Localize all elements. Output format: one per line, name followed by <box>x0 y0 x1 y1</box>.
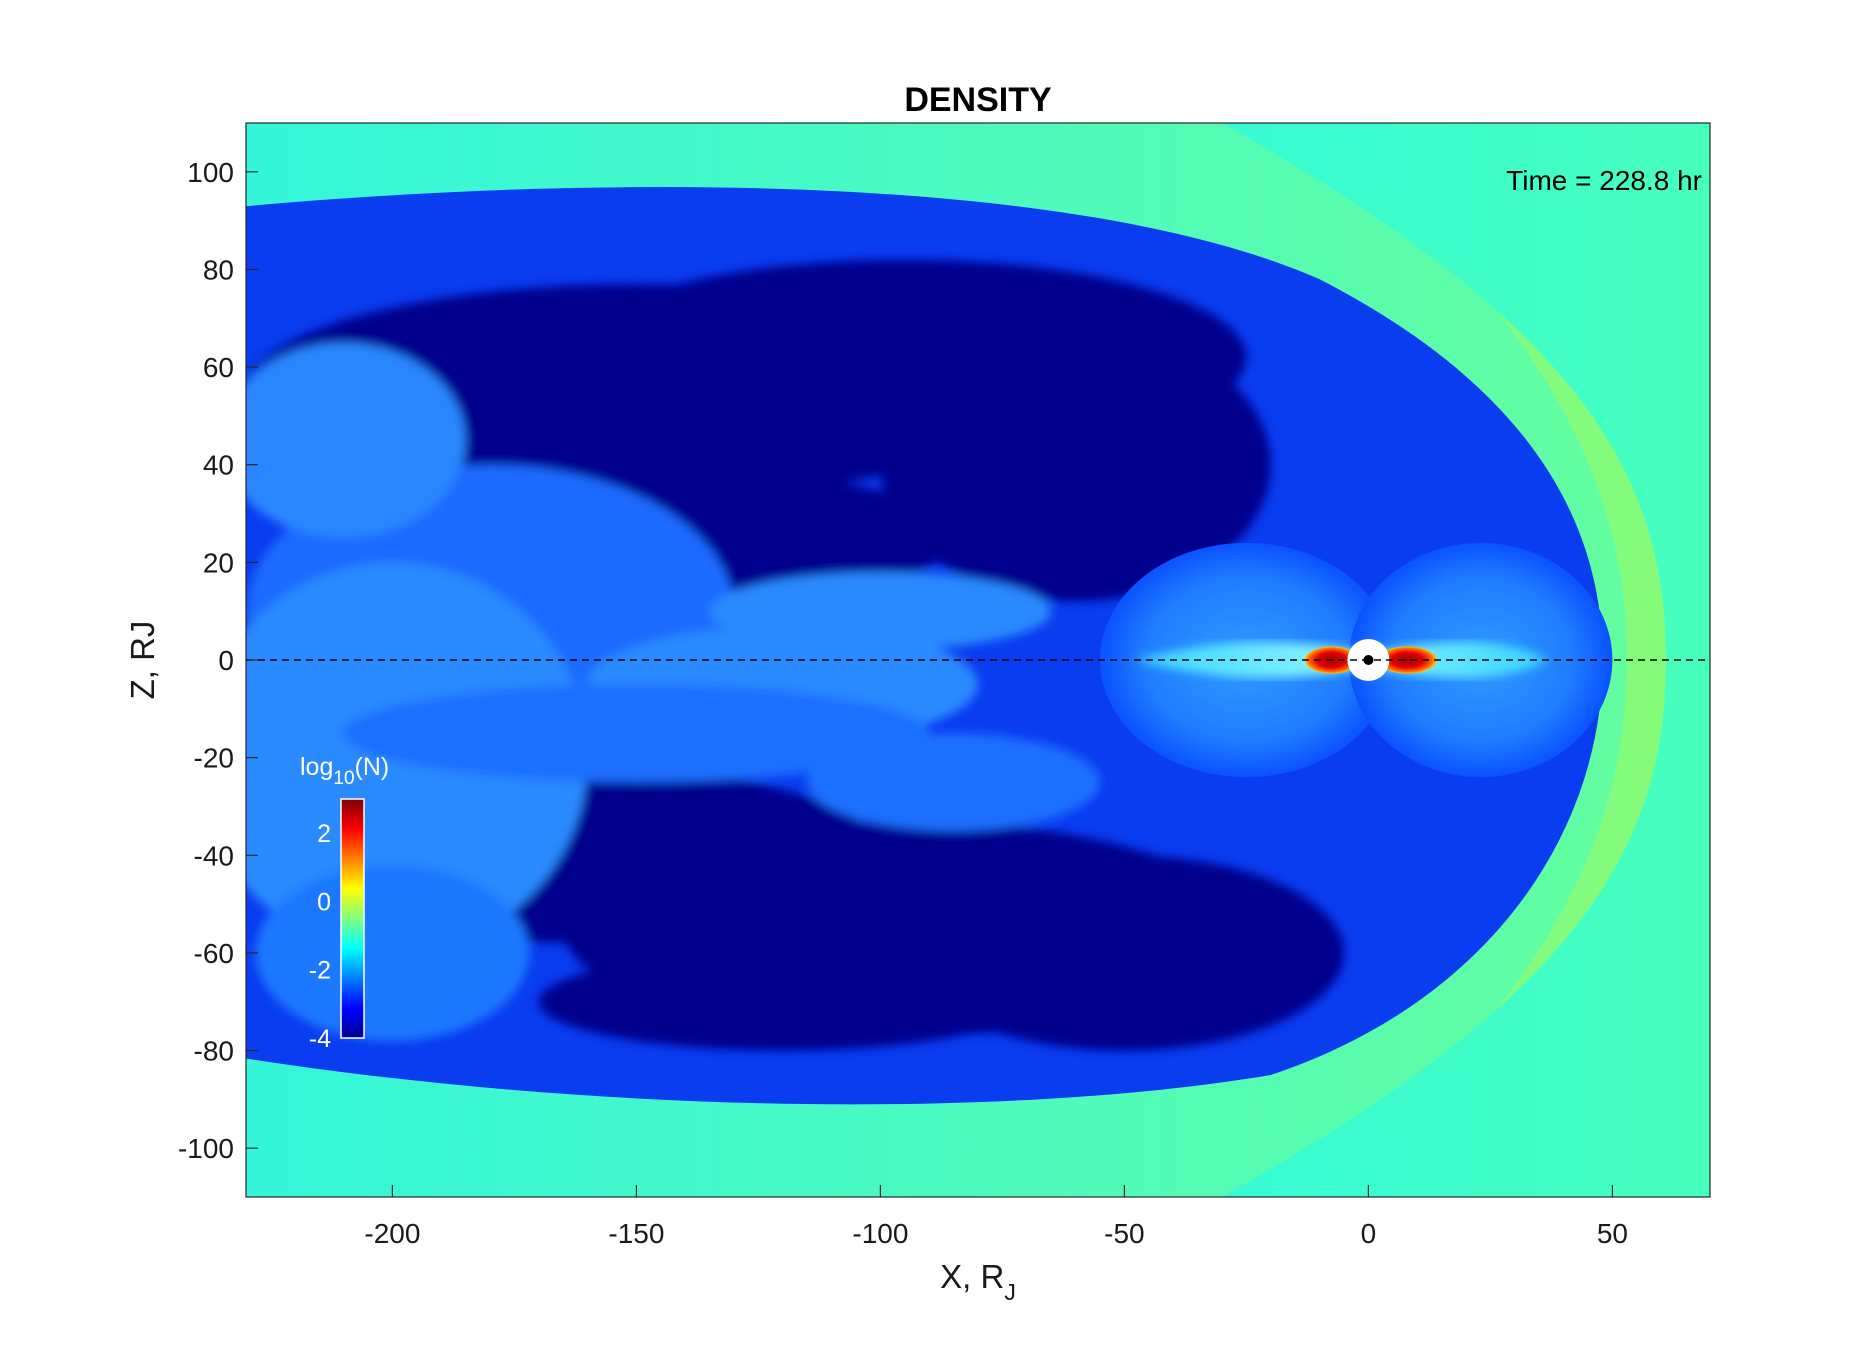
y-tick-label: -60 <box>194 938 234 969</box>
colorbar-tick-label: -4 <box>309 1025 331 1053</box>
x-tick-label: -200 <box>364 1218 420 1249</box>
y-tick-label: -80 <box>194 1036 234 1067</box>
y-tick-label: 20 <box>203 547 234 578</box>
colorbar-title-main: log <box>300 753 333 781</box>
magnetotail-structures <box>246 259 1344 1051</box>
tail-structure-11 <box>343 684 930 783</box>
x-tick-label: 50 <box>1597 1218 1628 1249</box>
y-axis-title: Z, RJ <box>124 621 161 700</box>
x-tick-label: -100 <box>852 1218 908 1249</box>
time-annotation: Time = 228.8 hr <box>1506 165 1702 196</box>
x-axis-title-sub: J <box>1004 1279 1016 1305</box>
tail-structure-14 <box>246 342 466 538</box>
colorbar-tick-label: 2 <box>317 820 331 848</box>
tail-structure-2 <box>880 328 1271 602</box>
tail-structure-15 <box>255 865 530 1041</box>
tail-structure-12 <box>709 572 1052 651</box>
y-tick-label: 0 <box>218 645 234 676</box>
colorbar-scale <box>340 798 365 1039</box>
y-tick-label: 100 <box>187 157 234 188</box>
plot-area <box>246 123 1710 1197</box>
y-tick-label: -20 <box>194 743 234 774</box>
torus-east <box>1378 646 1437 674</box>
colorbar-tick-label: 0 <box>317 888 331 916</box>
colorbar: log10(N) 2 0 -2 -4 <box>300 753 389 1053</box>
x-axis-title: X, RJ <box>940 1258 1016 1305</box>
colorbar-title-sub: 10 <box>333 768 354 789</box>
x-tick-label: 0 <box>1361 1218 1377 1249</box>
tail-structure-7 <box>538 952 1027 1051</box>
colorbar-tick-label: -2 <box>309 957 331 985</box>
y-tick-label: 60 <box>203 352 234 383</box>
x-tick-label: -50 <box>1104 1218 1144 1249</box>
colorbar-title-suffix: (N) <box>355 753 390 781</box>
x-tick-label: -150 <box>608 1218 664 1249</box>
colorbar-title: log10(N) <box>300 753 389 789</box>
tail-structure-13 <box>807 733 1100 831</box>
y-tick-label: 40 <box>203 450 234 481</box>
x-axis-title-main: X, R <box>940 1258 1004 1295</box>
colorbar-ticks: 2 0 -2 -4 <box>309 820 331 1053</box>
y-tick-label: -100 <box>178 1133 234 1164</box>
y-axis-ticks: -100 -80 -60 -40 -20 0 20 40 60 80 100 <box>178 157 258 1164</box>
y-tick-label: -40 <box>194 840 234 871</box>
x-axis-ticks: -200 -150 -100 -50 0 50 <box>364 1185 1628 1249</box>
y-tick-label: 80 <box>203 254 234 285</box>
plot-title: DENSITY <box>904 81 1052 119</box>
